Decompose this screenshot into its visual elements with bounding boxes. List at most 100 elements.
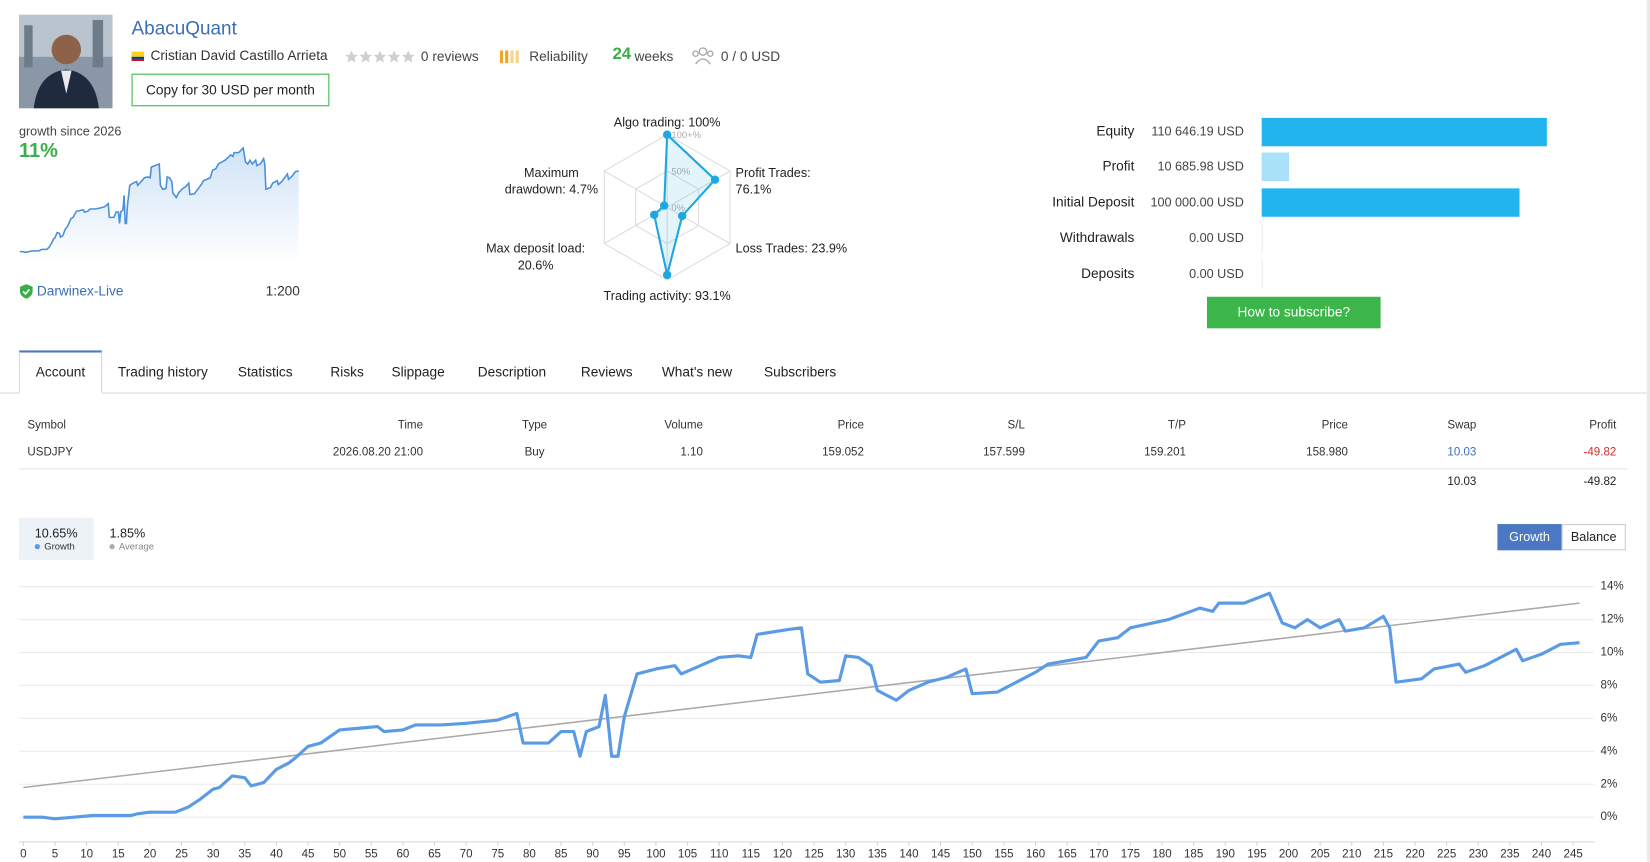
verified-icon <box>19 284 33 299</box>
radar-point <box>710 175 720 184</box>
series-line <box>23 602 1580 789</box>
x-tick-label: 125 <box>804 849 823 861</box>
bar-baseline <box>1261 224 1263 253</box>
table-total: 10.03 <box>1447 475 1477 489</box>
radar-point <box>662 130 672 139</box>
tab[interactable]: Risks <box>330 364 364 380</box>
x-tick-label: 245 <box>1564 849 1583 861</box>
legend-name[interactable]: Average <box>118 540 155 552</box>
account-value: 100 000.00 USD <box>1150 194 1244 210</box>
table-cell: 2026.08.20 21:00 <box>332 446 424 459</box>
row-divider <box>18 468 1627 470</box>
growth-value: 11% <box>18 139 58 163</box>
x-tick-label: 175 <box>1121 849 1140 861</box>
table-total: -49.82 <box>1583 475 1617 489</box>
tab[interactable]: Description <box>477 364 547 380</box>
account-label: Profit <box>1102 157 1135 174</box>
legend-summary[interactable]: 10.65% <box>34 526 78 541</box>
sparkline <box>19 146 299 254</box>
x-tick-label: 120 <box>773 849 792 861</box>
x-tick-label: 180 <box>1152 849 1171 861</box>
account-value: 0.00 USD <box>1189 266 1244 281</box>
chart-button[interactable]: Balance <box>1561 524 1626 551</box>
tab[interactable]: Trading history <box>117 364 208 380</box>
author[interactable]: Cristian David Castillo Arrieta <box>150 47 328 64</box>
x-tick-label: 15 <box>112 849 125 861</box>
tab[interactable]: Statistics <box>237 364 293 380</box>
radar-point <box>662 270 672 280</box>
leverage: 1:200 <box>265 283 300 299</box>
x-tick-label: 25 <box>175 849 188 861</box>
table-cell: 157.599 <box>983 446 1025 459</box>
x-tick-label: 200 <box>1279 849 1298 861</box>
x-tick-label: 235 <box>1500 849 1519 861</box>
broker[interactable]: Darwinex-Live <box>36 283 124 299</box>
x-tick-label: 185 <box>1184 849 1203 861</box>
legend-dot <box>109 544 115 550</box>
bar-baseline <box>1261 259 1263 289</box>
table-header: Price <box>837 418 864 432</box>
tab[interactable]: Slippage <box>391 364 445 380</box>
tab-divider <box>0 392 1647 394</box>
x-tick-label: 30 <box>207 849 220 861</box>
radar-tick-label: 100+% <box>671 130 701 141</box>
table-cell: Buy <box>524 446 545 459</box>
x-tick-label: 225 <box>1437 849 1456 861</box>
tab[interactable]: What's new <box>661 364 733 380</box>
table-cell: 158.980 <box>1306 446 1348 459</box>
signal-name[interactable]: AbacuQuant <box>131 17 237 39</box>
x-tick-label: 20 <box>143 849 156 861</box>
table-cell: 159.052 <box>822 446 864 459</box>
x-tick-label: 85 <box>555 849 568 861</box>
radar-point <box>649 210 659 219</box>
scrollbar <box>1646 0 1650 862</box>
radar-label: Algo trading: 100% <box>613 114 721 130</box>
y-tick-label: 0% <box>1601 811 1618 823</box>
y-tick-label: 8% <box>1601 680 1618 692</box>
growth-label: growth since 2026 <box>18 124 122 139</box>
x-tick-label: 205 <box>1310 849 1329 861</box>
chart-button[interactable]: Growth <box>1497 524 1562 551</box>
reliability-icon <box>499 50 519 64</box>
tab[interactable]: Account <box>18 350 103 394</box>
tab[interactable]: Subscribers <box>763 364 837 380</box>
x-tick-label: 55 <box>365 849 378 861</box>
sparkline-area <box>19 148 299 264</box>
x-tick-label: 5 <box>52 849 58 861</box>
radar-spoke <box>666 206 731 245</box>
legend-summary[interactable]: 1.85% <box>109 526 146 541</box>
y-tick-label: 14% <box>1601 581 1624 593</box>
reliability: Reliability <box>529 48 588 65</box>
table-header: S/L <box>1007 418 1025 432</box>
radar-spoke <box>604 170 668 208</box>
x-tick-label: 140 <box>899 849 918 861</box>
y-tick-label: 2% <box>1601 778 1618 790</box>
table-header: Time <box>397 418 424 432</box>
table-header: Profit <box>1589 418 1617 432</box>
x-tick-label: 170 <box>1089 849 1108 861</box>
subscribe-button[interactable]: How to subscribe? <box>1206 296 1381 329</box>
avatar <box>18 14 113 109</box>
reviews[interactable]: 0 reviews <box>420 48 479 65</box>
account-bar <box>1261 152 1290 181</box>
radar-label: Trading activity: 93.1% <box>603 288 731 304</box>
legend-box <box>18 517 94 560</box>
x-tick-label: 65 <box>428 849 441 861</box>
radar-label: Loss Trades: 23.9% <box>735 240 848 256</box>
x-tick-label: 210 <box>1342 849 1361 861</box>
x-tick-label: 105 <box>678 849 697 861</box>
x-tick-label: 155 <box>994 849 1013 861</box>
table-cell: -49.82 <box>1583 446 1617 459</box>
y-tick-label: 6% <box>1601 712 1618 724</box>
account-value: 0.00 USD <box>1189 230 1244 246</box>
y-tick-label: 10% <box>1601 647 1624 659</box>
x-tick-label: 95 <box>618 849 631 861</box>
account-bar <box>1261 188 1520 217</box>
table-cell: 10.03 <box>1447 446 1477 459</box>
x-tick-label: 195 <box>1247 849 1266 861</box>
tab[interactable]: Reviews <box>580 364 633 380</box>
copy-button[interactable]: Copy for 30 USD per month <box>131 73 330 107</box>
account-value: 10 685.98 USD <box>1157 158 1244 174</box>
legend-name[interactable]: Growth <box>44 540 75 552</box>
